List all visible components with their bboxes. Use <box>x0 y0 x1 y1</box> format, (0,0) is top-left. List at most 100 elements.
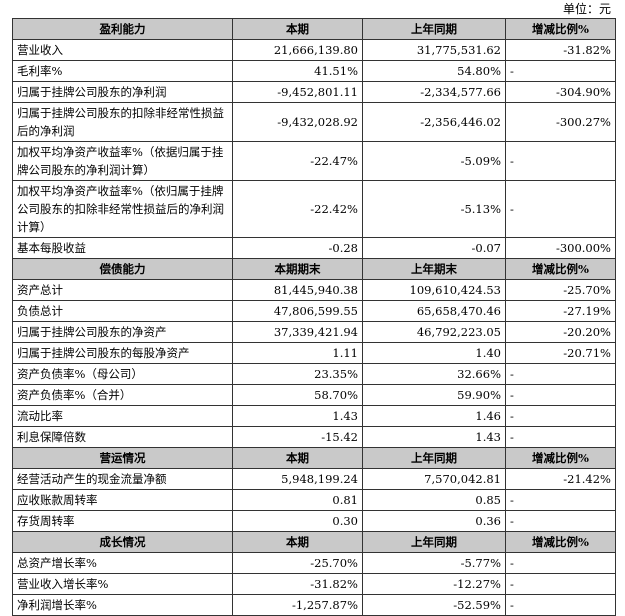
table-row: 加权平均净资产收益率%（依归属于挂牌公司股东的扣除非经常性损益后的净利润计算） -… <box>12 180 616 238</box>
change-value: -25.70% <box>505 279 616 301</box>
previous-value: 46,792,223.05 <box>362 321 506 343</box>
current-value: 81,445,940.38 <box>232 279 363 301</box>
row-label: 营业收入 <box>12 39 233 61</box>
current-value: 5,948,199.24 <box>232 468 363 490</box>
row-label: 资产负债率%（合并） <box>12 384 233 406</box>
row-label: 流动比率 <box>12 405 233 427</box>
current-value: -1,257.87% <box>232 594 363 616</box>
current-value: -22.42% <box>232 180 363 238</box>
current-value: 0.30 <box>232 510 363 532</box>
previous-value: 0.85 <box>362 489 506 511</box>
change-value: -304.90% <box>505 81 616 103</box>
table-row: 存货周转率 0.30 0.36- <box>12 510 616 532</box>
previous-value: 7,570,042.81 <box>362 468 506 490</box>
change-value: - <box>505 573 616 595</box>
table-row: 营业收入增长率% -31.82% -12.27% - <box>12 573 616 595</box>
table-row: 流动比率 1.43 1.46- <box>12 405 616 427</box>
table-row: 净利润增长率% -1,257.87% -52.59% - <box>12 594 616 616</box>
change-value: - <box>505 405 616 427</box>
change-value: -27.19% <box>505 300 616 322</box>
previous-value: 54.80% <box>362 60 506 82</box>
section-header-operation: 营运情况 本期 上年同期 增减比例% <box>12 447 616 469</box>
table-row: 加权平均净资产收益率%（依据归属于挂牌公司股东的净利润计算） -22.47% -5.… <box>12 141 616 181</box>
row-label: 基本每股收益 <box>12 237 233 259</box>
header-previous: 上年同期 <box>362 18 506 40</box>
section-header-profit: 盈利能力 本期 上年同期 增减比例% <box>12 18 616 40</box>
header-change: 增减比例% <box>505 18 616 40</box>
header-previous: 上年期末 <box>362 258 506 280</box>
row-label: 总资产增长率% <box>12 552 233 574</box>
current-value: -22.47% <box>232 141 363 181</box>
row-label: 归属于挂牌公司股东的每股净资产 <box>12 342 233 364</box>
row-label: 利息保障倍数 <box>12 426 233 448</box>
header-previous: 上年同期 <box>362 531 506 553</box>
previous-value: 1.46 <box>362 405 506 427</box>
previous-value: 0.36 <box>362 510 506 532</box>
table-row: 营业收入 21,666,139.80 31,775,531.62 -31.82% <box>12 39 616 61</box>
current-value: 41.51% <box>232 60 363 82</box>
change-value: -21.42% <box>505 468 616 490</box>
table-row: 基本每股收益 -0.28 -0.07 -300.00% <box>12 237 616 259</box>
row-label: 归属于挂牌公司股东的净资产 <box>12 321 233 343</box>
header-change: 增减比例% <box>505 258 616 280</box>
header-current: 本期期末 <box>232 258 363 280</box>
previous-value: 109,610,424.53 <box>362 279 506 301</box>
table-row: 毛利率% 41.51% 54.80% - <box>12 60 616 82</box>
change-value: -300.27% <box>505 102 616 142</box>
row-label: 应收账款周转率 <box>12 489 233 511</box>
table-row: 利息保障倍数 -15.42 1.43- <box>12 426 616 448</box>
change-value: - <box>505 141 616 181</box>
change-value: - <box>505 426 616 448</box>
current-value: 58.70% <box>232 384 363 406</box>
previous-value: -0.07 <box>362 237 506 259</box>
change-value: - <box>505 510 616 532</box>
table-row: 总资产增长率% -25.70% -5.77% - <box>12 552 616 574</box>
previous-value: 32.66% <box>362 363 506 385</box>
change-value: -300.00% <box>505 237 616 259</box>
row-label: 加权平均净资产收益率%（依据归属于挂牌公司股东的净利润计算） <box>12 141 233 181</box>
current-value: 1.43 <box>232 405 363 427</box>
header-current: 本期 <box>232 531 363 553</box>
current-value: 37,339,421.94 <box>232 321 363 343</box>
header-category: 盈利能力 <box>12 18 233 40</box>
row-label: 毛利率% <box>12 60 233 82</box>
table-row: 资产负债率%（母公司） 23.35% 32.66% - <box>12 363 616 385</box>
row-label: 归属于挂牌公司股东的扣除非经常性损益后的净利润 <box>12 102 233 142</box>
previous-value: -5.13% <box>362 180 506 238</box>
change-value: - <box>505 384 616 406</box>
current-value: -25.70% <box>232 552 363 574</box>
section-header-growth: 成长情况 本期 上年同期 增减比例% <box>12 531 616 553</box>
change-value: -31.82% <box>505 39 616 61</box>
table-row: 应收账款周转率 0.81 0.85- <box>12 489 616 511</box>
header-current: 本期 <box>232 447 363 469</box>
change-value: - <box>505 180 616 238</box>
unit-label: 单位：元 <box>562 2 611 16</box>
previous-value: 31,775,531.62 <box>362 39 506 61</box>
table-row: 归属于挂牌公司股东的净利润 -9,452,801.11 -2,334,577.66-… <box>12 81 616 103</box>
change-value: - <box>505 552 616 574</box>
row-label: 资产总计 <box>12 279 233 301</box>
header-category: 营运情况 <box>12 447 233 469</box>
previous-value: -52.59% <box>362 594 506 616</box>
change-value: - <box>505 594 616 616</box>
table-row: 资产负债率%（合并） 58.70% 59.90% - <box>12 384 616 406</box>
row-label: 经营活动产生的现金流量净额 <box>12 468 233 490</box>
previous-value: 1.43 <box>362 426 506 448</box>
header-previous: 上年同期 <box>362 447 506 469</box>
current-value: 1.11 <box>232 342 363 364</box>
change-value: -20.71% <box>505 342 616 364</box>
current-value: -9,452,801.11 <box>232 81 363 103</box>
table-body: 盈利能力 本期 上年同期 增减比例% 营业收入 21,666,139.80 31,775,5… <box>12 18 616 616</box>
table-row: 归属于挂牌公司股东的每股净资产 1.11 1.40 -20.71% <box>12 342 616 364</box>
previous-value: 65,658,470.46 <box>362 300 506 322</box>
header-change: 增减比例% <box>505 447 616 469</box>
header-current: 本期 <box>232 18 363 40</box>
current-value: 21,666,139.80 <box>232 39 363 61</box>
table-row: 资产总计 81,445,940.38 109,610,424.53 -25.70% <box>12 279 616 301</box>
header-category: 成长情况 <box>12 531 233 553</box>
previous-value: -5.09% <box>362 141 506 181</box>
row-label: 存货周转率 <box>12 510 233 532</box>
previous-value: -2,356,446.02 <box>362 102 506 142</box>
current-value: -0.28 <box>232 237 363 259</box>
row-label: 加权平均净资产收益率%（依归属于挂牌公司股东的扣除非经常性损益后的净利润计算） <box>12 180 233 238</box>
